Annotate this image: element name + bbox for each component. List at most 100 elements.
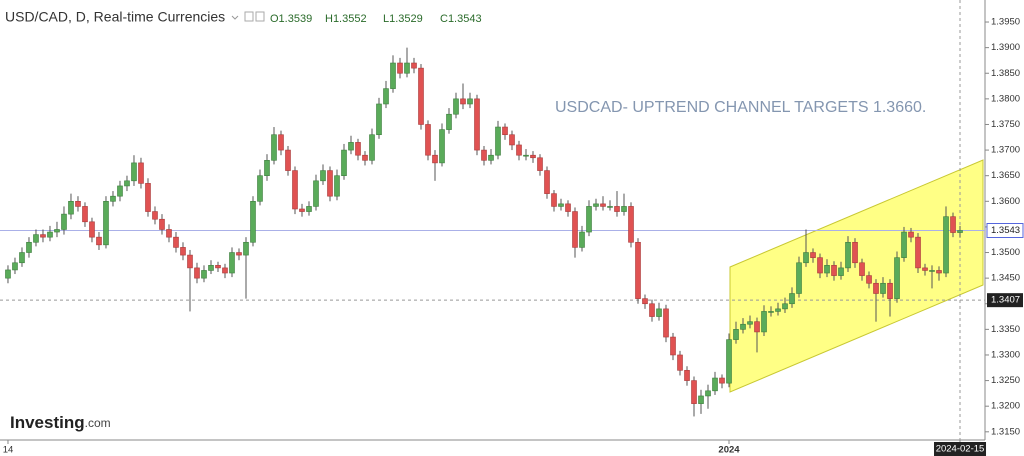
candle-body bbox=[166, 229, 172, 238]
candle-body bbox=[761, 311, 767, 333]
candle-body bbox=[453, 98, 459, 115]
candle-body bbox=[656, 308, 662, 317]
candle-body bbox=[152, 211, 158, 220]
candle-body bbox=[187, 254, 193, 269]
candle-body bbox=[621, 206, 627, 212]
candle-body bbox=[383, 88, 389, 105]
candle-body bbox=[404, 62, 410, 74]
candle-body bbox=[348, 142, 354, 151]
candle-body bbox=[488, 154, 494, 161]
icon bbox=[255, 11, 265, 22]
candle-body bbox=[26, 241, 32, 253]
candle-body bbox=[47, 231, 53, 238]
candle-body bbox=[75, 201, 81, 207]
y-tick-label: 1.3750 bbox=[991, 119, 1020, 130]
candle-body bbox=[817, 257, 823, 274]
candle-body bbox=[698, 395, 704, 404]
candle-body bbox=[124, 180, 130, 187]
candle-body bbox=[145, 183, 151, 212]
candle-body bbox=[852, 241, 858, 264]
candle-body bbox=[460, 98, 466, 105]
ohlc-header: L1.3529 bbox=[383, 13, 423, 25]
candle-body bbox=[677, 354, 683, 371]
candle-body bbox=[376, 103, 382, 136]
candle-body bbox=[691, 380, 697, 404]
candle-body bbox=[789, 293, 795, 305]
candle-body bbox=[467, 98, 473, 105]
candle-body bbox=[82, 206, 88, 223]
candle-body bbox=[222, 267, 228, 274]
candle-body bbox=[796, 262, 802, 294]
candle-body bbox=[523, 154, 529, 157]
y-tick-label: 1.3300 bbox=[991, 349, 1020, 360]
candle-body bbox=[866, 275, 872, 284]
candle-body bbox=[5, 269, 11, 279]
candle-body bbox=[887, 282, 893, 299]
last-price-box bbox=[986, 223, 1024, 239]
candle-body bbox=[558, 203, 564, 207]
candle-body bbox=[243, 241, 249, 256]
candle-body bbox=[880, 282, 886, 294]
candle-body bbox=[726, 339, 732, 384]
candle-body bbox=[810, 252, 816, 258]
icon bbox=[244, 11, 254, 22]
candle-body bbox=[61, 213, 67, 230]
candle-body bbox=[208, 265, 214, 271]
candle-body bbox=[362, 154, 368, 161]
x-tick-label: 14 bbox=[3, 445, 14, 456]
candle-body bbox=[600, 203, 606, 207]
candle-body bbox=[586, 206, 592, 233]
candle-body bbox=[250, 201, 256, 243]
candle-body bbox=[712, 377, 718, 392]
y-tick-label: 1.3950 bbox=[991, 17, 1020, 28]
candle-body bbox=[446, 113, 452, 130]
crosshair-label: 1.3407 bbox=[991, 295, 1020, 306]
candle-body bbox=[103, 201, 109, 246]
candle-body bbox=[950, 216, 956, 233]
x-tick-label: 2024 bbox=[718, 445, 740, 456]
candle-body bbox=[572, 211, 578, 248]
candle-body bbox=[908, 231, 914, 238]
y-tick-label: 1.3800 bbox=[991, 93, 1020, 104]
candle-body bbox=[313, 180, 319, 207]
candle-body bbox=[285, 149, 291, 171]
candle-body bbox=[411, 62, 417, 69]
candle-body bbox=[754, 321, 760, 333]
candle-body bbox=[327, 170, 333, 197]
candle-body bbox=[719, 377, 725, 384]
candle-body bbox=[19, 252, 25, 264]
candle-body bbox=[845, 241, 851, 269]
candle-body bbox=[922, 267, 928, 271]
crosshair-box bbox=[987, 293, 1023, 308]
candle-body bbox=[12, 262, 18, 271]
y-tick-label: 1.3850 bbox=[991, 68, 1020, 79]
candle-body bbox=[670, 336, 676, 356]
y-tick-label: 1.3450 bbox=[991, 273, 1020, 284]
candle-body bbox=[117, 185, 123, 197]
candle-body bbox=[236, 252, 242, 256]
last-price-label: 1.3543 bbox=[991, 225, 1020, 236]
candle-body bbox=[502, 126, 508, 136]
brand-name: Investing bbox=[10, 413, 85, 432]
candle-body bbox=[68, 201, 74, 215]
candle-body bbox=[369, 134, 375, 161]
ohlc-header: C1.3543 bbox=[440, 13, 482, 25]
candle-body bbox=[131, 162, 137, 182]
candle-body bbox=[89, 221, 95, 238]
candle-body bbox=[614, 206, 620, 212]
y-tick-label: 1.3500 bbox=[991, 247, 1020, 258]
candle-body bbox=[418, 67, 424, 125]
candle-body bbox=[474, 98, 480, 151]
candle-body bbox=[194, 267, 200, 279]
candle-body bbox=[544, 170, 550, 194]
candle-body bbox=[229, 252, 235, 274]
candle-body bbox=[838, 267, 844, 276]
candle-body bbox=[390, 62, 396, 89]
candle-body bbox=[215, 265, 221, 269]
candle-body bbox=[110, 195, 116, 202]
candle-body bbox=[642, 298, 648, 305]
brand-suffix: .com bbox=[85, 416, 111, 430]
ohlc-header: O1.3539 bbox=[270, 13, 312, 25]
candle-body bbox=[747, 321, 753, 325]
